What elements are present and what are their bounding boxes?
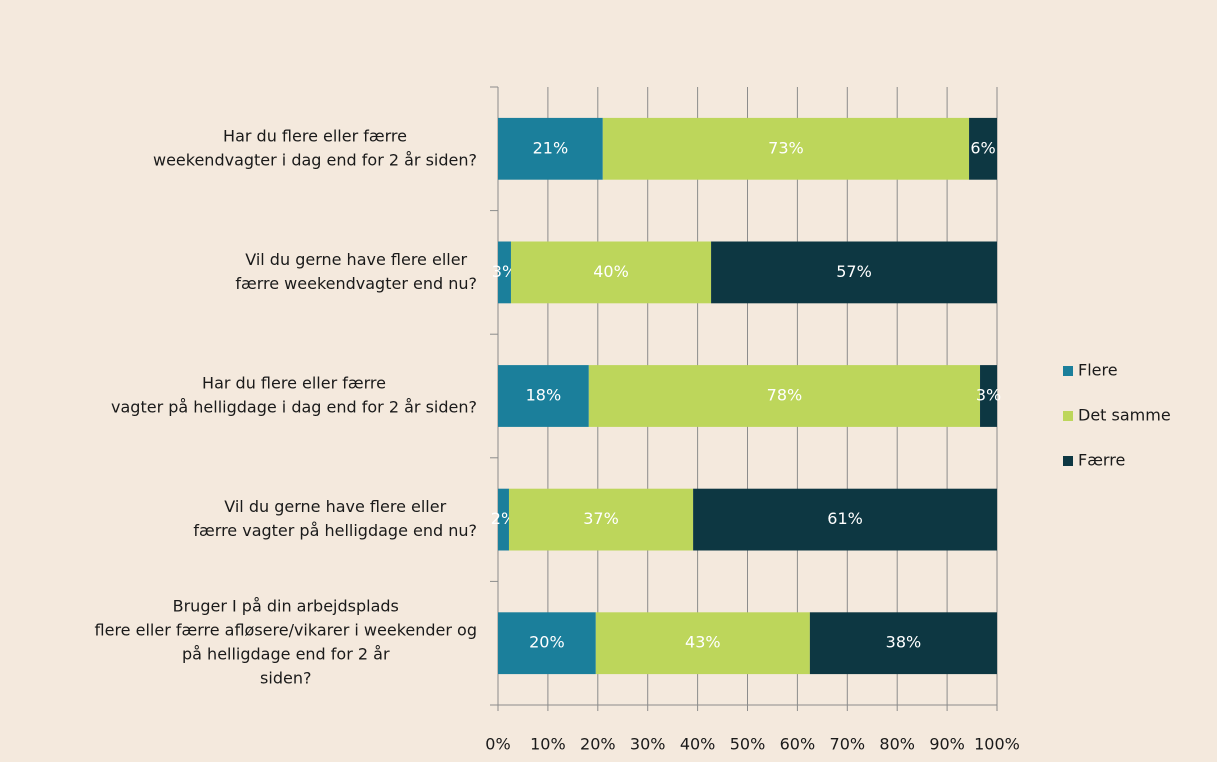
x-tick-label: 0%: [485, 735, 510, 754]
value-label: 57%: [836, 262, 872, 281]
x-tick-label: 40%: [680, 735, 716, 754]
value-label: 3%: [976, 386, 1001, 405]
bar-segment: [969, 117, 997, 180]
legend-swatch: [1063, 366, 1073, 376]
value-label: 20%: [529, 633, 565, 652]
y-tick-label: flere eller færre afløsere/vikarer i wee…: [95, 621, 477, 640]
y-tick-label: færre vagter på helligdage end nu?: [193, 521, 477, 540]
y-tick-label: vagter på helligdage i dag end for 2 år …: [111, 398, 477, 417]
y-tick-label: siden?: [260, 669, 311, 688]
x-tick-label: 50%: [730, 735, 766, 754]
bar-segment: [711, 241, 997, 304]
y-tick-label: Bruger I på din arbejdsplads: [173, 597, 399, 616]
y-tick-label: færre weekendvagter end nu?: [235, 274, 477, 293]
value-label: 6%: [970, 138, 995, 157]
bar-segment: [498, 117, 603, 180]
y-tick-label: weekendvagter i dag end for 2 år siden?: [153, 150, 477, 169]
bar-segment: [510, 241, 712, 304]
value-label: 73%: [768, 138, 804, 157]
y-tick-label: Har du flere eller færre: [223, 126, 407, 145]
x-tick-label: 80%: [879, 735, 915, 754]
bar-segment: [498, 241, 511, 304]
legend-swatch: [1063, 411, 1073, 421]
y-tick-label: Har du flere eller færre: [202, 374, 386, 393]
y-tick-label: Vil du gerne have flere eller: [245, 250, 467, 269]
bar-segment: [595, 612, 810, 675]
y-tick-label: Vil du gerne have flere eller: [224, 497, 446, 516]
x-tick-label: 30%: [630, 735, 666, 754]
value-label: 78%: [767, 386, 803, 405]
legend-label: Flere: [1078, 361, 1118, 380]
value-label: 21%: [533, 138, 569, 157]
x-tick-label: 100%: [974, 735, 1020, 754]
value-label: 38%: [886, 633, 922, 652]
bar-segment: [498, 488, 509, 551]
bar-segment: [588, 365, 981, 427]
legend-label: Det samme: [1078, 406, 1171, 425]
value-label: 3%: [492, 262, 517, 281]
value-label: 40%: [593, 262, 629, 281]
y-tick-label: på helligdage end for 2 år: [182, 645, 390, 664]
x-tick-label: 70%: [830, 735, 866, 754]
bar-segment: [980, 365, 997, 427]
bar-segment: [498, 612, 596, 675]
x-tick-label: 20%: [580, 735, 616, 754]
bar-segment: [602, 117, 970, 180]
legend-label: Færre: [1078, 451, 1125, 470]
x-tick-label: 60%: [780, 735, 816, 754]
bar-segment: [809, 612, 997, 675]
x-tick-label: 90%: [929, 735, 965, 754]
bar-segment: [498, 365, 589, 427]
value-label: 18%: [526, 386, 562, 405]
bar-segment: [693, 488, 997, 551]
legend-swatch: [1063, 456, 1073, 466]
value-label: 37%: [583, 509, 619, 528]
value-label: 43%: [685, 633, 721, 652]
x-tick-label: 10%: [530, 735, 566, 754]
value-label: 61%: [827, 509, 863, 528]
bar-segment: [508, 488, 694, 551]
